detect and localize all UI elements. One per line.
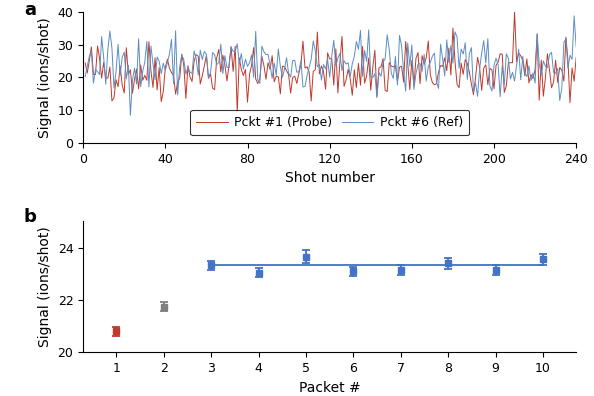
Pckt #6 (Ref) [102, 82, 109, 86]
Legend: Pckt #1 (Probe), Pckt #6 (Ref): Pckt #1 (Probe), Pckt #6 (Ref) [190, 110, 469, 135]
Pckt #6 (Ref) [81, 74, 89, 79]
Pckt #6 (Ref) [408, 42, 415, 47]
Pckt #1 (Probe) [233, 110, 241, 114]
Text: b: b [24, 208, 37, 227]
Line: Pckt #6 (Ref): Pckt #6 (Ref) [85, 16, 576, 115]
Pckt #1 (Probe) [573, 55, 580, 60]
Y-axis label: Signal (ions/shot): Signal (ions/shot) [38, 17, 52, 138]
Pckt #1 (Probe) [250, 45, 257, 50]
Pckt #6 (Ref) [571, 13, 578, 18]
Pckt #1 (Probe) [160, 89, 167, 94]
Pckt #1 (Probe) [511, 10, 518, 14]
Y-axis label: Signal (ions/shot): Signal (ions/shot) [38, 227, 52, 347]
Pckt #6 (Ref) [573, 44, 580, 49]
Pckt #1 (Probe) [102, 76, 109, 80]
Pckt #1 (Probe) [81, 61, 89, 65]
Line: Pckt #1 (Probe): Pckt #1 (Probe) [85, 12, 576, 112]
Pckt #6 (Ref) [115, 42, 122, 47]
Pckt #6 (Ref) [127, 113, 134, 118]
Pckt #1 (Probe) [542, 76, 549, 81]
Pckt #6 (Ref) [540, 59, 547, 63]
Pckt #6 (Ref) [162, 68, 169, 73]
X-axis label: Packet #: Packet # [299, 381, 361, 395]
Pckt #1 (Probe) [115, 84, 122, 89]
Pckt #6 (Ref) [250, 75, 257, 80]
Text: a: a [24, 2, 36, 19]
Pckt #1 (Probe) [408, 58, 415, 63]
X-axis label: Shot number: Shot number [285, 171, 375, 185]
